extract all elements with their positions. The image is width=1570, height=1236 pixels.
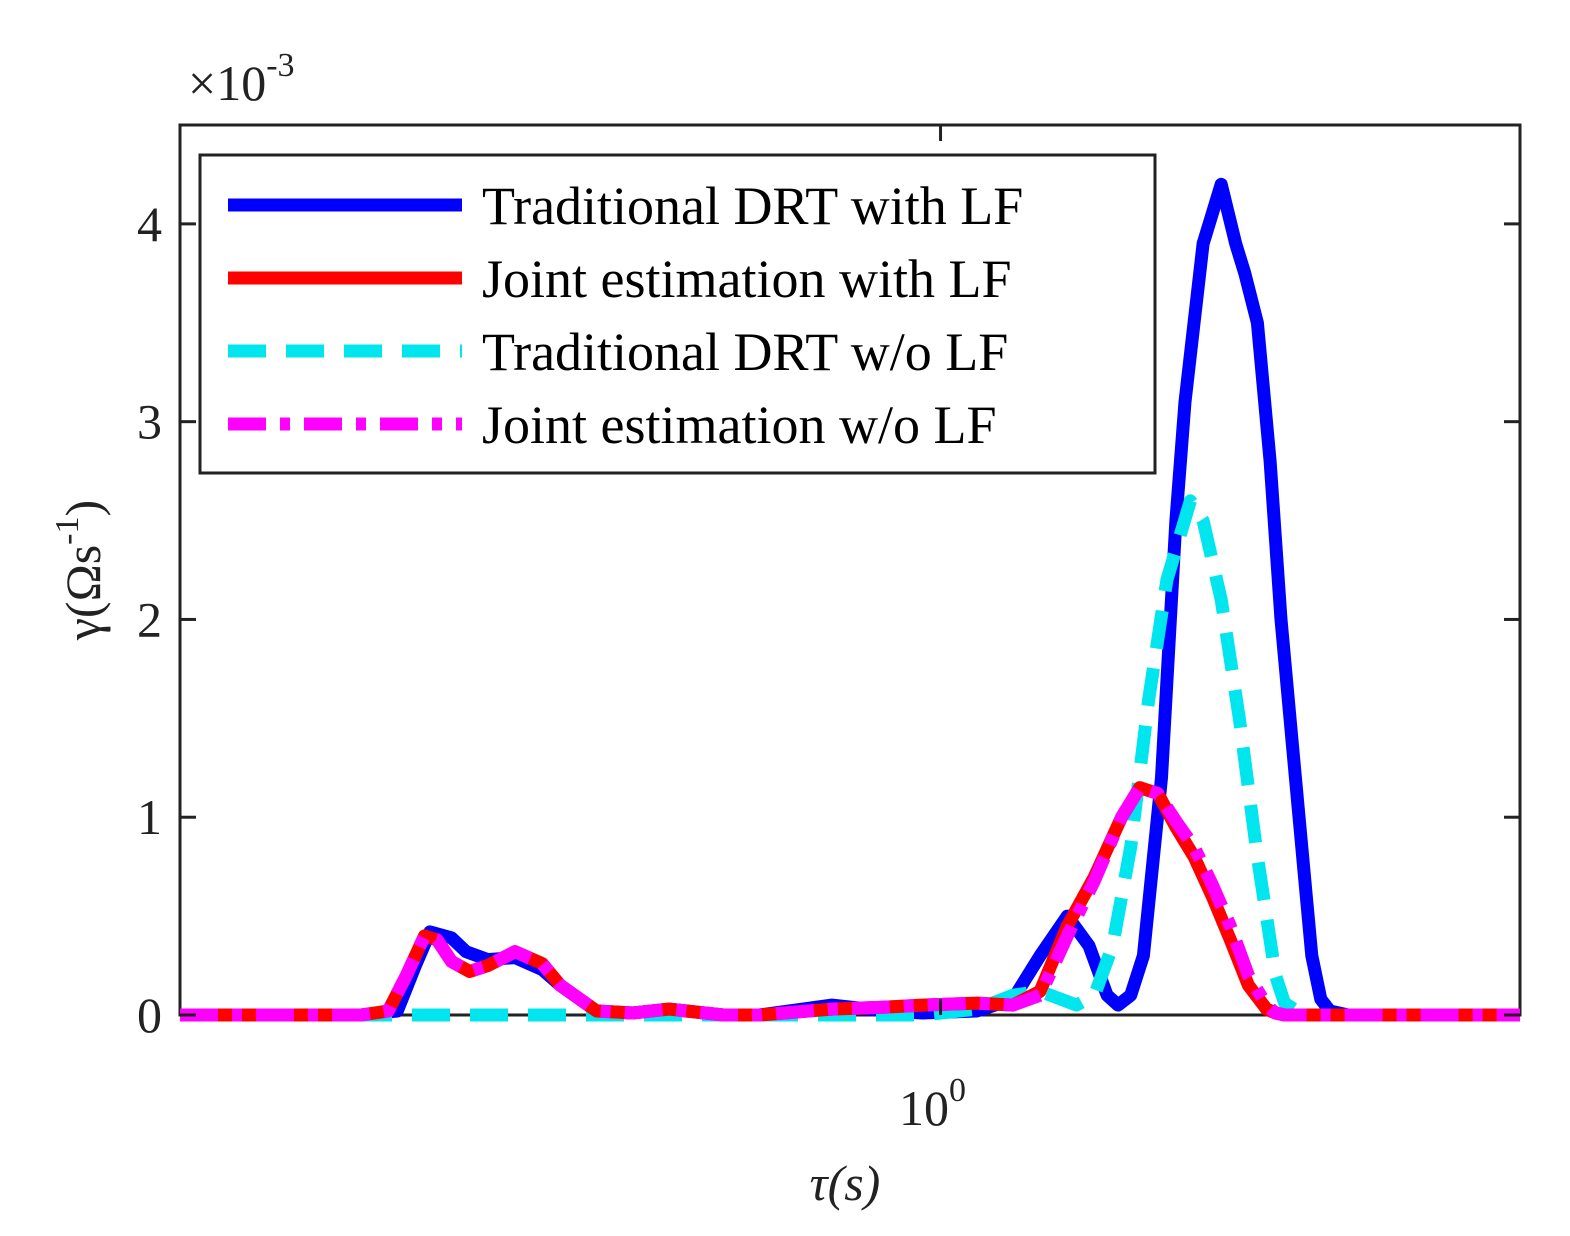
y-tick-labels: 0 1 2 3 4: [137, 196, 162, 1043]
y-axis-title-main: γ(Ωs: [55, 545, 111, 641]
y-axis-title: γ(Ωs-1): [49, 500, 111, 641]
x-tick-label: 100: [899, 1072, 966, 1136]
y-tick-label-2: 2: [137, 591, 162, 647]
legend-label-joint-wo-lf: Joint estimation w/o LF: [482, 395, 997, 455]
series-line-2: [180, 494, 1520, 1022]
legend: Traditional DRT with LF Joint estimation…: [198, 153, 1157, 475]
series-layer: [180, 177, 1520, 1022]
y-multiplier-base: ×10: [188, 55, 266, 111]
x-tick-exp: 0: [949, 1072, 966, 1109]
y-tick-label-1: 1: [137, 789, 162, 845]
legend-label-traditional-wo-lf: Traditional DRT w/o LF: [482, 322, 1008, 382]
y-axis-title-sup: -1: [49, 516, 86, 544]
x-axis-title: τ(s): [810, 1155, 881, 1211]
y-multiplier: ×10-3: [188, 47, 295, 111]
series-line-3: [180, 781, 1520, 1022]
y-tick-label-4: 4: [137, 196, 162, 252]
y-tick-label-0: 0: [137, 987, 162, 1043]
tick-layer: [180, 125, 1520, 1017]
legend-label-joint-with-lf: Joint estimation with LF: [482, 249, 1012, 309]
y-multiplier-exp: -3: [266, 47, 294, 84]
legend-label-traditional-with-lf: Traditional DRT with LF: [482, 176, 1023, 236]
x-tick-base: 10: [899, 1080, 949, 1136]
y-tick-label-3: 3: [137, 394, 162, 450]
y-axis-title-close: ): [55, 500, 111, 517]
